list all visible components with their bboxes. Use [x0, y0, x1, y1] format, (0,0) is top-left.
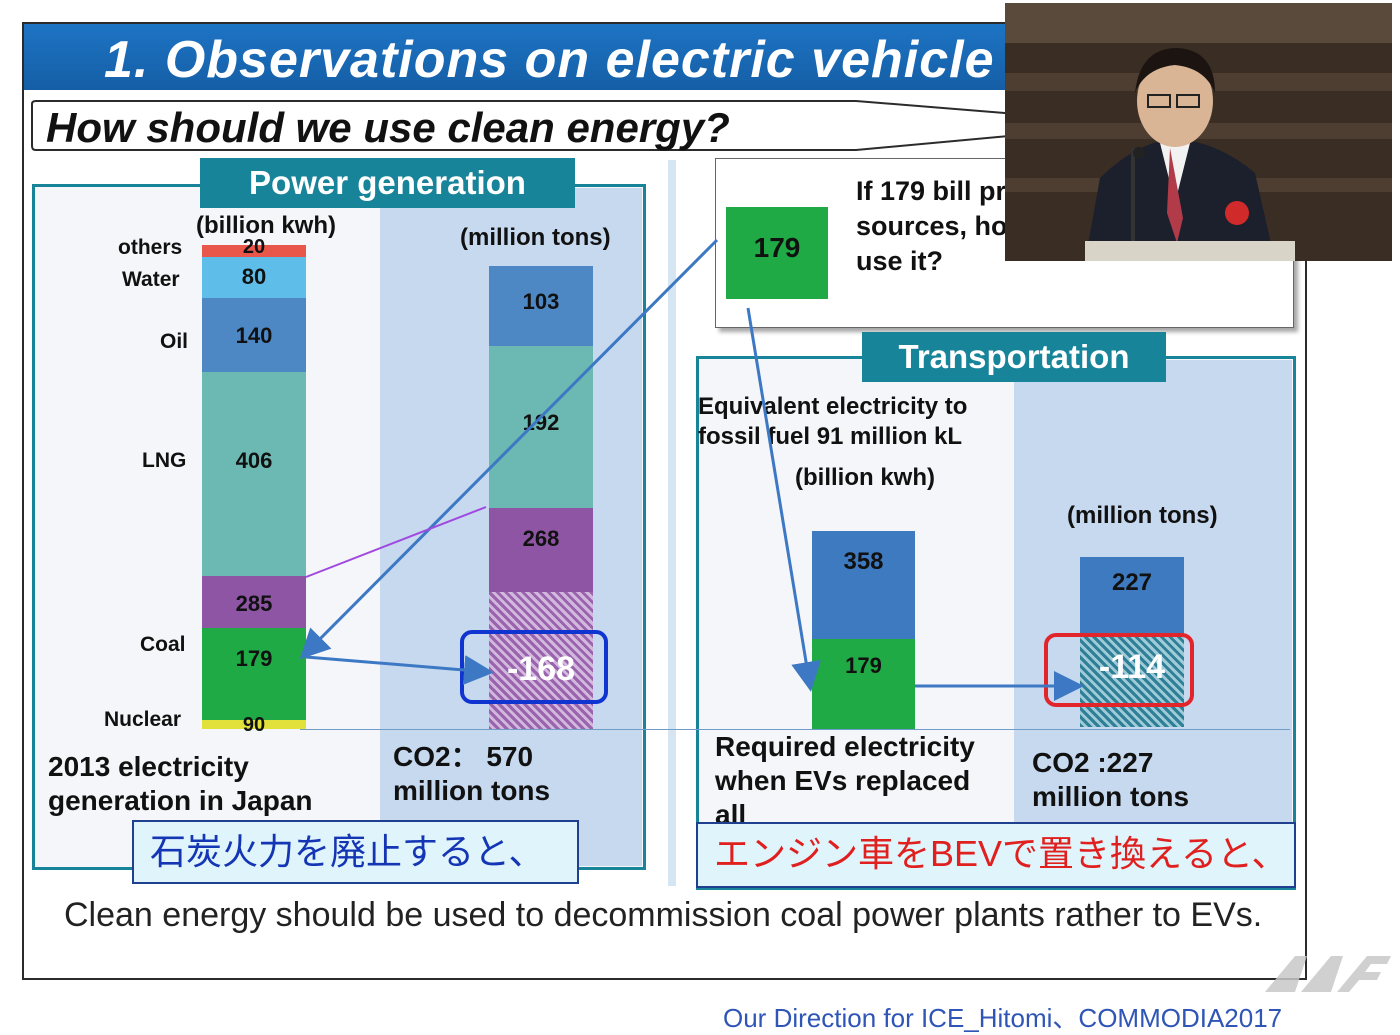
bar-segment-nuclear	[202, 720, 306, 729]
category-label-nuclear: Nuclear	[104, 708, 182, 731]
value-label-285: 285	[235, 591, 273, 616]
power-generation-heading: Power generation	[200, 158, 575, 208]
watermark-logo	[1265, 956, 1391, 992]
bar-segment-oil	[202, 298, 306, 372]
callout-value: 179	[753, 232, 801, 263]
conclusion-text: Clean energy should be used to decommiss…	[64, 896, 1263, 934]
question-text: How should we use clean energy?	[46, 104, 730, 151]
ev-segment-358	[812, 531, 915, 639]
transport-co2-unit: (million tons)	[1067, 502, 1218, 529]
co2-value-103: 103	[522, 289, 560, 314]
ev-replacement-caption: エンジン車をBEVで置き換えると、	[696, 822, 1296, 888]
transport-reduction-label: -114	[1098, 648, 1166, 686]
speaker-video-overlay	[1005, 3, 1392, 261]
category-label-water: Water	[122, 268, 180, 291]
transport-reduction-highlight	[1044, 633, 1194, 707]
category-label-lng: LNG	[142, 449, 187, 472]
panel-divider	[668, 160, 676, 886]
category-label-oil: Oil	[160, 330, 189, 353]
bar-segment-water	[202, 257, 306, 298]
value-label-oil: 140	[235, 323, 273, 348]
co2-segment-268	[489, 508, 593, 592]
co2-reduction-highlight	[460, 630, 608, 704]
co2-segment-103	[489, 266, 593, 346]
category-label-others: others	[118, 236, 183, 259]
callout-to-coal-arrow	[299, 238, 719, 660]
ev-value-179: 179	[845, 653, 882, 678]
co2-reduction-label: -168	[506, 650, 576, 688]
transport-baseline	[300, 729, 1290, 730]
transport-co2-caption: CO2 :227 million tons	[1032, 747, 1190, 812]
slide-title: 1. Observations on electric vehicle	[104, 31, 995, 89]
transport-co2-segment-227	[1080, 557, 1184, 633]
transportation-heading: Transportation	[862, 332, 1166, 382]
co2-segment-reduction-168	[489, 592, 593, 730]
co2-value-268: 268	[522, 526, 560, 551]
ev-value-358: 358	[843, 548, 884, 575]
bar-segment-coal	[202, 628, 306, 720]
callout-value-block	[726, 207, 828, 299]
coal-to-reduction-arrow	[305, 655, 494, 685]
question-bubble	[31, 100, 1141, 151]
ev-segment-179	[812, 639, 915, 730]
bar-segment-others	[202, 245, 306, 257]
co2-caption: CO2： 570 million tons	[393, 741, 551, 806]
transport-co2-segment-reduction	[1080, 633, 1184, 727]
value-label-coal: 179	[235, 646, 273, 671]
co2-segment-192	[489, 346, 593, 508]
ev-caption: Required electricity when EVs replaced a…	[715, 731, 975, 822]
transport-co2-value-227: 227	[1111, 569, 1153, 596]
speaker-image	[1005, 3, 1392, 261]
transport-intro: Equivalent electricity to fossil fuel 91…	[698, 393, 968, 450]
callout-to-ev-arrow	[746, 307, 821, 692]
coal-phaseout-caption: 石炭火力を廃止すると、	[132, 820, 579, 884]
category-label-coal: Coal	[140, 633, 186, 656]
value-label-water: 80	[241, 264, 267, 289]
co2-unit-label: (million tons)	[460, 224, 611, 251]
coal-emission-connector	[305, 506, 487, 578]
value-label-lng: 406	[235, 448, 273, 473]
bar-segment-lng	[202, 372, 306, 576]
footer-citation: Our Direction for ICE_Hitomi、COMMODIA201…	[723, 1003, 1283, 1033]
bar-segment-285	[202, 576, 306, 628]
value-label-others: 20	[242, 236, 266, 258]
value-label-nuclear: 90	[242, 714, 266, 736]
generation-caption: 2013 electricity generation in Japan	[48, 751, 313, 816]
transport-kwh-unit: (billion kwh)	[795, 464, 935, 491]
generation-unit-label: (billion kwh)	[196, 212, 336, 239]
